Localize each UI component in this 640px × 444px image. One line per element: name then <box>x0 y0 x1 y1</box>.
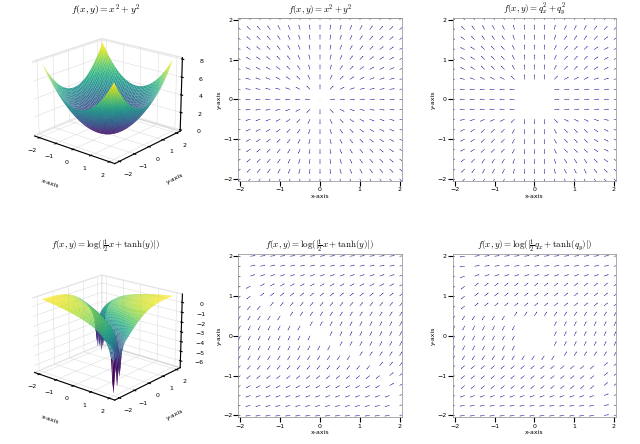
Y-axis label: y-axis: y-axis <box>216 90 221 109</box>
X-axis label: x-axis: x-axis <box>525 430 543 435</box>
Y-axis label: y-axis: y-axis <box>166 408 185 421</box>
X-axis label: x-axis: x-axis <box>41 414 60 425</box>
Y-axis label: y-axis: y-axis <box>431 326 436 345</box>
Title: $f(x,y) = \log(|\frac{1}{2}x + \tanh(y)|)$: $f(x,y) = \log(|\frac{1}{2}x + \tanh(y)|… <box>266 238 374 254</box>
Y-axis label: y-axis: y-axis <box>216 326 221 345</box>
X-axis label: x-axis: x-axis <box>310 194 330 198</box>
X-axis label: x-axis: x-axis <box>310 430 330 435</box>
Y-axis label: y-axis: y-axis <box>431 90 436 109</box>
Y-axis label: y-axis: y-axis <box>166 172 185 185</box>
Title: $f(x,y) = \log(|\frac{1}{2}q_x + \tanh(q_y)|)$: $f(x,y) = \log(|\frac{1}{2}q_x + \tanh(q… <box>477 238 592 254</box>
X-axis label: x-axis: x-axis <box>41 178 60 189</box>
Title: $f(x,y) = \log(|\frac{1}{2}x + \tanh(y)|)$: $f(x,y) = \log(|\frac{1}{2}x + \tanh(y)|… <box>51 238 160 254</box>
Title: STE Gradient Field
$f(x,y) = q_x^2 + q_y^2$: STE Gradient Field $f(x,y) = q_x^2 + q_y… <box>490 0 579 18</box>
Title: $f(x,y) = x^2 + y^2$: $f(x,y) = x^2 + y^2$ <box>71 2 140 18</box>
X-axis label: x-axis: x-axis <box>525 194 543 198</box>
Title: Gradient Field
$f(x,y) = x^2 + y^2$: Gradient Field $f(x,y) = x^2 + y^2$ <box>287 0 353 18</box>
